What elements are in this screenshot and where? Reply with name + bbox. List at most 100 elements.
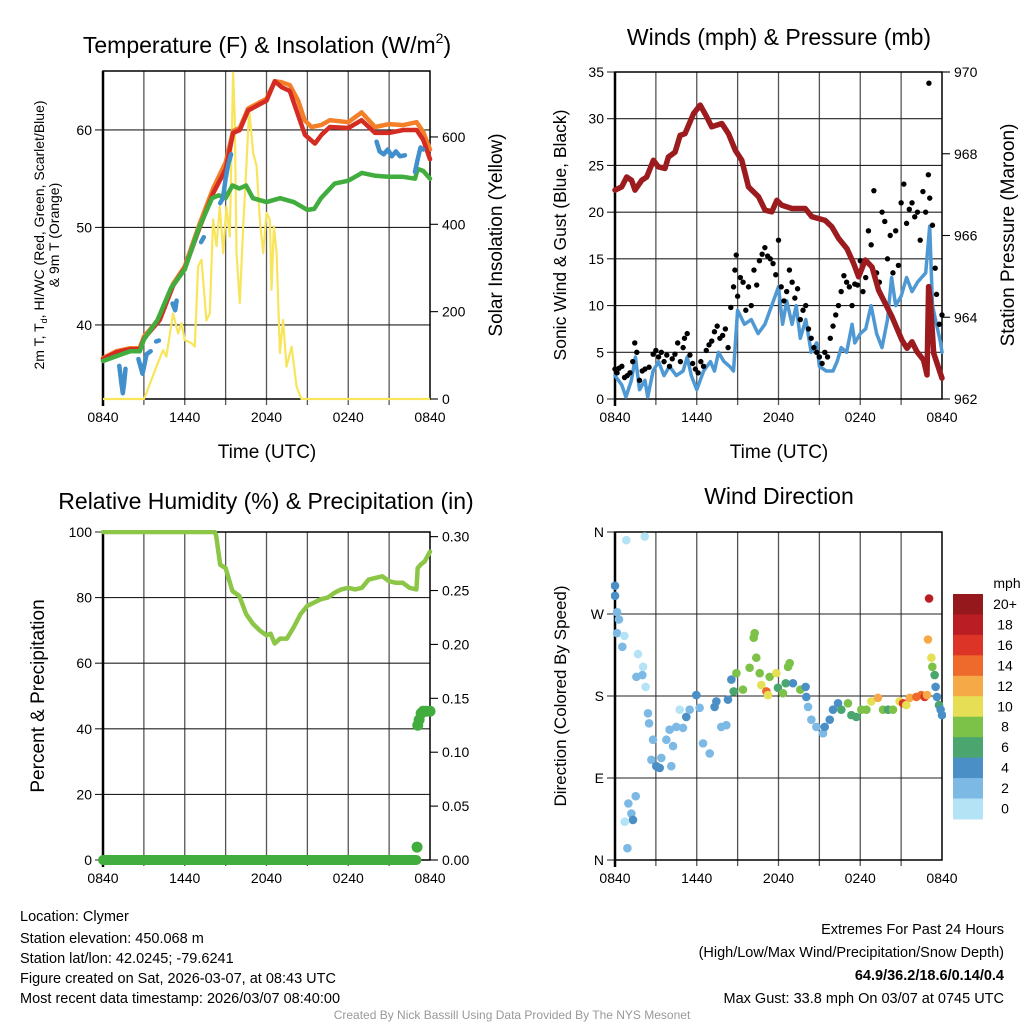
gust-point [854,282,861,288]
colorbar-swatch [953,655,983,677]
gust-point [658,349,665,355]
right-y-tick-label: 0 [442,391,450,407]
gust-point [892,228,899,234]
station-info: Location: Clymer Station elevation: 450.… [20,909,340,1007]
gust-point [879,209,885,215]
wind-direction-point [620,631,629,641]
wind-direction-point [620,817,629,827]
gust-point [903,220,910,227]
wind-direction-point [866,697,876,706]
wind-direction-point [931,682,940,692]
wind-direction-point [623,843,632,853]
x-tick-label: 2040 [763,409,794,425]
wind-direction-point [727,675,736,684]
wind-direction-point [932,692,942,702]
gust-point [792,295,798,301]
gust-point [926,80,932,86]
wind-direction-point [665,725,674,735]
gust-point [917,237,923,243]
y-tick-label: 0 [84,852,92,868]
x-tick-label: 2040 [251,870,282,886]
gust-point [789,279,795,285]
wind-direction-point [614,615,624,624]
gust-point [630,358,636,365]
gust-point [939,312,945,318]
colorbar-label: 10 [997,698,1013,714]
direction-y-axis-label: Direction (Colored By Speed) [551,585,570,806]
y-tick-label: W [591,606,605,622]
colorbar-label: 12 [997,678,1013,694]
gust-point [925,172,932,178]
x-tick-label: 2040 [251,409,282,425]
humidity-data-layer [100,530,433,646]
gust-point [677,358,684,365]
gust-point [835,302,842,309]
humidity-y-axis-label: Percent & Precipitation [28,599,49,792]
gust-point [672,351,678,357]
y-tick-label: 80 [76,590,92,606]
right-y-tick-label: 0.00 [442,852,469,868]
gust-point [909,200,915,206]
gust-point [830,323,836,329]
wind-direction-point [763,690,773,700]
gust-point [689,360,696,367]
colorbar-swatch [953,757,983,779]
gust-point [868,242,874,248]
gust-point [863,274,869,281]
x-tick-label: 0840 [414,870,445,886]
gust-point [711,329,718,335]
right-y-tick-label: 0.05 [442,798,469,814]
y-tick-label: 5 [596,344,604,360]
gust-point [734,293,741,299]
extremes-subheading: (High/Low/Max Wind/Precipitation/Snow De… [699,945,1004,961]
wind-direction-point [738,685,748,694]
wind-direction-point [611,591,620,601]
gust-point [740,279,746,285]
wind-direction-point [785,658,794,668]
gust-point [646,364,652,370]
solar-insolation-line [103,71,430,401]
right-y-tick-label: 200 [442,304,466,320]
max-gust-text: Max Gust: 33.8 mph On 03/07 at 0745 UTC [724,991,1004,1007]
gust-point [666,363,673,369]
right-y-tick-label: 0.10 [442,744,469,760]
gust-point [732,267,738,273]
gust-point [737,274,744,281]
x-tick-label: 0840 [87,870,118,886]
y-tick-label: N [594,852,604,868]
y-tick-label: 30 [588,111,604,127]
gust-point [642,366,648,372]
y-tick-label: 10 [588,298,604,314]
gust-point [703,347,709,354]
right-y-tick-label: 0.30 [442,529,469,545]
heat-index-windchill-segment [198,234,207,245]
wind-direction-point [803,702,813,712]
colorbar-swatch [953,614,983,636]
wind-direction-point [722,720,731,730]
temperature-chart-title: Temperature (F) & Insolation (W/m2) [83,30,451,58]
y-tick-label: 40 [76,317,92,333]
gust-point [819,360,825,367]
wind-direction-point [723,695,733,704]
x-tick-label: 2040 [763,870,794,886]
wind-direction-point [807,715,816,724]
x-tick-label: 0840 [926,409,957,425]
y-tick-label: E [595,770,604,786]
y-tick-label: 100 [69,524,93,540]
right-y-tick-label: 962 [954,391,978,407]
x-tick-label: 1440 [169,870,200,886]
wind-direction-point [820,722,829,732]
colorbar-swatch [953,696,983,718]
wind-direction-point [729,687,738,696]
speed-colorbar: 20+ 18 16 14 12 10 8 6 4 2 0 mph [953,575,1021,820]
colorbar-label: 14 [997,657,1013,673]
gust-point [882,218,888,225]
wind-direction-point [851,712,861,722]
gust-point [895,262,902,269]
extremes-box: Extremes For Past 24 Hours (High/Low/Max… [699,922,1004,1007]
gust-point [719,332,726,339]
x-tick-label: 0840 [599,870,630,886]
gust-point [833,312,839,318]
gust-point [636,377,643,384]
